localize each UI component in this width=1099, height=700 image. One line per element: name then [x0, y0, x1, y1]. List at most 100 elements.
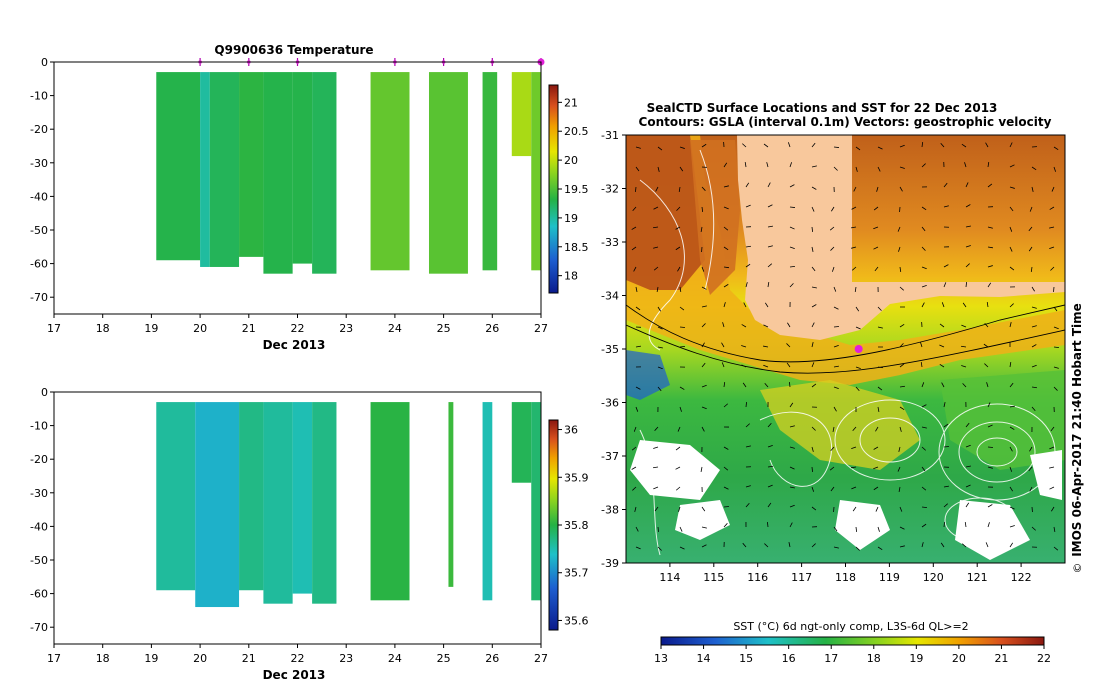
sst-tick-label: 21: [994, 652, 1008, 665]
velocity-vector: [723, 466, 729, 471]
velocity-vector: [943, 402, 946, 408]
velocity-vector: [943, 205, 949, 208]
velocity-vector: [941, 302, 945, 308]
velocity-vector: [877, 526, 880, 532]
x-tick-label: 19: [144, 652, 158, 665]
y-tick-label: -40: [30, 190, 48, 203]
velocity-vector: [873, 246, 879, 250]
colorbar-tick-label: 35.9: [564, 471, 589, 484]
velocity-vector: [984, 322, 989, 328]
velocity-vector: [965, 281, 968, 288]
velocity-vector: [940, 142, 945, 148]
velocity-vector: [921, 163, 926, 168]
velocity-vector: [745, 423, 750, 428]
velocity-vector: [1031, 386, 1038, 389]
velocity-vectors: [631, 141, 1060, 551]
temperature-title: Q9900636 Temperature: [214, 43, 373, 57]
velocity-vector: [899, 343, 904, 348]
velocity-vector: [677, 266, 681, 272]
velocity-vector: [987, 161, 990, 168]
colorbar-tick-label: 35.7: [564, 567, 589, 580]
velocity-vector: [789, 466, 795, 470]
velocity-vector: [675, 486, 681, 491]
velocity-vector: [1049, 226, 1055, 229]
velocity-vector: [851, 266, 857, 271]
x-tick-label: 26: [485, 322, 499, 335]
velocity-vector: [635, 406, 639, 412]
velocity-vector: [965, 502, 970, 508]
x-tick-label: 20: [193, 652, 207, 665]
velocity-vector: [723, 284, 729, 288]
velocity-vector: [723, 486, 729, 490]
velocity-vector: [877, 546, 883, 551]
velocity-vector: [833, 365, 839, 368]
velocity-vector: [631, 466, 637, 470]
velocity-vector: [633, 266, 637, 272]
velocity-vector: [1031, 166, 1037, 171]
velocity-vector: [811, 446, 814, 452]
lat-tick-label: -39: [601, 557, 619, 570]
velocity-vector: [1009, 506, 1015, 510]
y-tick-label: -10: [30, 90, 48, 103]
velocity-vector: [962, 383, 967, 388]
velocity-vector: [741, 345, 747, 348]
velocity-vector: [855, 146, 861, 151]
profile-column-6: [370, 402, 410, 601]
velocity-vector: [767, 225, 773, 228]
velocity-vector: [653, 446, 659, 449]
velocity-vector: [701, 426, 705, 432]
velocity-vector: [851, 466, 857, 469]
lat-tick-label: -38: [601, 504, 619, 517]
profile-column-1: [195, 402, 240, 608]
velocity-vector: [833, 166, 838, 171]
profile-column-9: [482, 72, 498, 271]
velocity-vector: [833, 344, 839, 348]
velocity-vector: [899, 144, 905, 148]
velocity-vector: [921, 302, 925, 308]
y-tick-label: -70: [30, 291, 48, 304]
velocity-vector: [920, 361, 923, 368]
velocity-vector: [653, 486, 659, 490]
velocity-vector: [855, 306, 860, 312]
x-tick-label: 17: [47, 322, 61, 335]
profile-column-0: [156, 72, 201, 261]
velocity-vector: [960, 345, 967, 348]
velocity-vector: [1031, 364, 1037, 368]
velocity-vector: [723, 162, 728, 168]
velocity-vector: [985, 142, 989, 148]
velocity-vector: [701, 206, 704, 213]
x-tick-label: 23: [339, 322, 353, 335]
profile-column-1: [200, 72, 210, 267]
velocity-vector: [723, 226, 729, 231]
velocity-vector: [965, 225, 971, 228]
velocity-vector: [678, 186, 681, 193]
velocity-vector: [833, 406, 837, 412]
lat-tick-label: -34: [601, 290, 619, 303]
velocity-vector: [700, 466, 703, 472]
velocity-vector: [943, 521, 945, 528]
velocity-vector: [1031, 306, 1037, 309]
velocity-vector: [899, 526, 905, 530]
velocity-vector: [965, 465, 971, 468]
velocity-vector: [854, 286, 857, 293]
velocity-vector: [1029, 486, 1033, 492]
velocity-vector: [1030, 266, 1033, 273]
velocity-vector: [652, 226, 659, 229]
temperature-profiles: [156, 72, 541, 274]
sst-tick-label: 16: [782, 652, 796, 665]
profile-column-4: [292, 402, 313, 594]
profile-column-5: [292, 72, 313, 264]
velocity-vector: [745, 263, 751, 268]
velocity-vector: [965, 444, 971, 448]
velocity-vector: [653, 266, 659, 271]
profile-column-0: [156, 402, 196, 591]
velocity-vector: [701, 305, 707, 308]
velocity-vector: [899, 166, 905, 169]
velocity-vector: [767, 245, 773, 248]
colorbar-tick-label: 35.8: [564, 519, 589, 532]
velocity-vector: [943, 182, 948, 188]
velocity-vector: [811, 466, 813, 473]
lon-tick-label: 116: [747, 571, 768, 584]
velocity-vector: [943, 446, 950, 448]
